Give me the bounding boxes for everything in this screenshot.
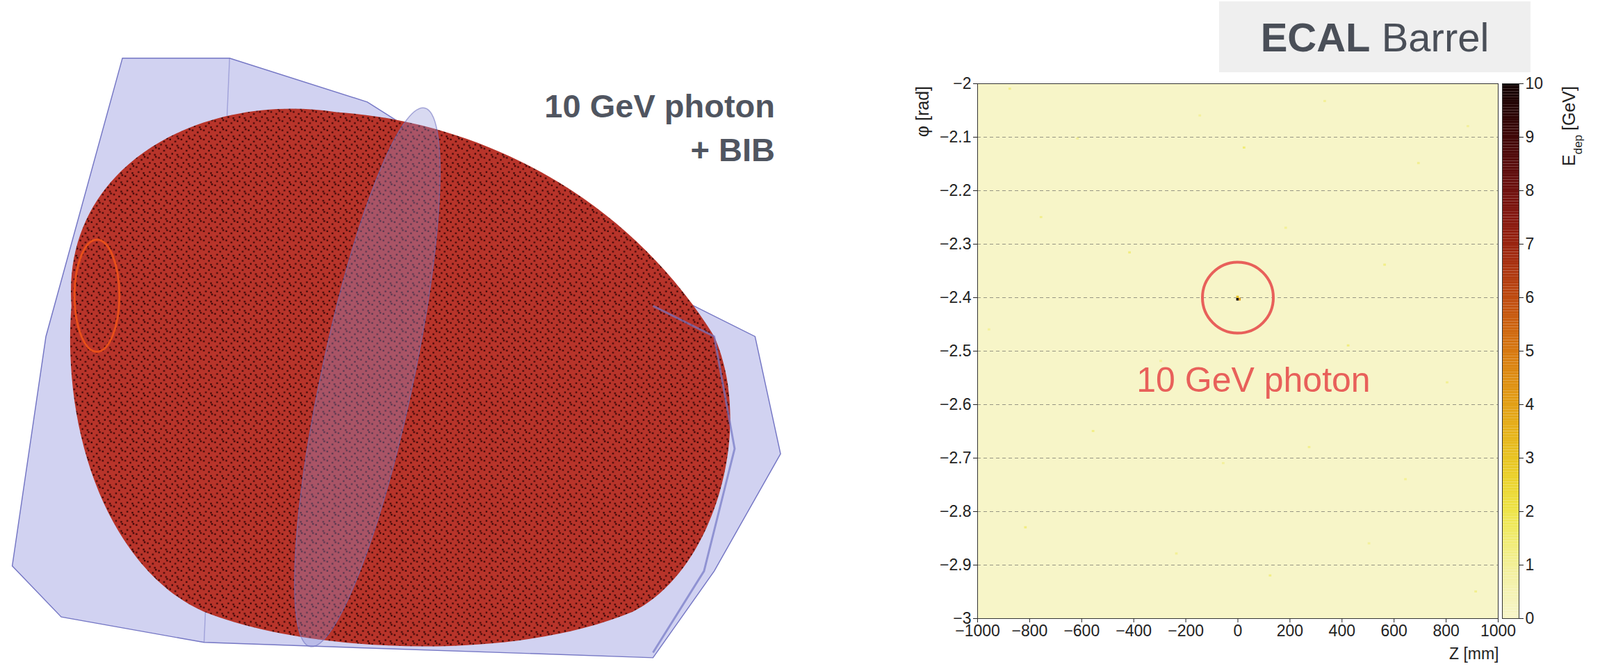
svg-text:−2: −2	[952, 74, 971, 93]
svg-text:φ [rad]: φ [rad]	[912, 86, 933, 137]
svg-text:−2.6: −2.6	[939, 395, 971, 414]
svg-text:−2.1: −2.1	[939, 127, 971, 146]
svg-text:4: 4	[1525, 395, 1535, 414]
svg-text:−800: −800	[1011, 622, 1048, 641]
svg-text:7: 7	[1525, 234, 1535, 253]
svg-text:−3: −3	[953, 609, 972, 628]
svg-text:0: 0	[1233, 622, 1243, 641]
svg-text:−2.4: −2.4	[939, 288, 972, 307]
svg-text:5: 5	[1525, 341, 1535, 361]
svg-text:200: 200	[1276, 622, 1304, 641]
svg-text:2: 2	[1525, 502, 1535, 521]
svg-text:9: 9	[1525, 127, 1535, 146]
svg-text:400: 400	[1328, 622, 1356, 641]
svg-text:1000: 1000	[1480, 622, 1516, 641]
svg-text:6: 6	[1525, 288, 1535, 307]
svg-text:−400: −400	[1115, 622, 1152, 641]
svg-text:−200: −200	[1167, 622, 1204, 641]
svg-text:−600: −600	[1063, 622, 1100, 641]
svg-text:+ BIB: + BIB	[690, 131, 775, 169]
svg-text:0: 0	[1525, 609, 1535, 628]
svg-text:10 GeV photon: 10 GeV photon	[1136, 360, 1370, 400]
svg-text:Edep[GeV]: Edep[GeV]	[1558, 86, 1585, 167]
svg-text:10: 10	[1525, 74, 1544, 93]
svg-text:3: 3	[1525, 449, 1535, 468]
svg-text:800: 800	[1432, 622, 1459, 641]
svg-text:Z [mm]: Z [mm]	[1449, 645, 1500, 664]
svg-text:−2.2: −2.2	[939, 181, 971, 200]
svg-text:1: 1	[1525, 556, 1535, 575]
svg-text:−2.3: −2.3	[939, 234, 971, 253]
svg-text:−2.8: −2.8	[939, 502, 971, 521]
svg-text:−2.9: −2.9	[939, 556, 971, 575]
html-text:ECAL Barrel: ECAL Barrel	[1260, 14, 1490, 60]
svg-text:−2.5: −2.5	[939, 341, 971, 361]
svg-text:8: 8	[1525, 181, 1535, 200]
svg-text:−1000: −1000	[954, 622, 1001, 641]
svg-text:−2.7: −2.7	[939, 449, 971, 468]
svg-text:10 GeV photon: 10 GeV photon	[544, 87, 775, 125]
svg-text:600: 600	[1381, 622, 1408, 641]
